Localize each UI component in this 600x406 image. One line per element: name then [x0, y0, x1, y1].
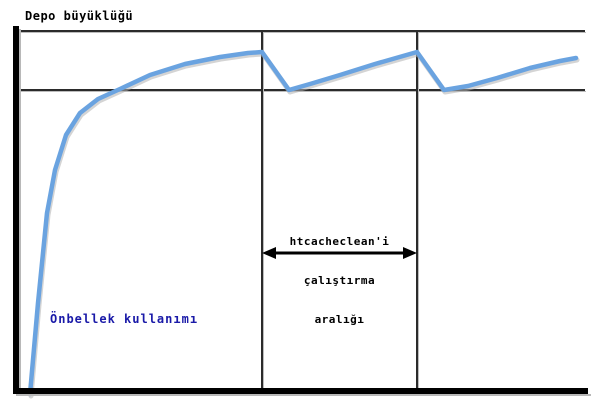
interval-label-line-3: aralığı	[314, 313, 365, 326]
reference-line-max-size-shadow	[18, 32, 586, 33]
cache-usage-label: Önbellek kullanımı	[50, 312, 199, 326]
y-axis-title: Depo büyüklüğü	[25, 9, 134, 23]
reference-line-max-size	[17, 30, 585, 32]
interval-label-line-1: htcacheclean'i	[289, 235, 390, 248]
y-axis	[13, 26, 19, 394]
clean-run-line-2-shadow	[418, 33, 419, 389]
y-axis-shadow	[19, 29, 21, 395]
interval-label: htcacheclean'i çalıştırma aralığı	[262, 209, 417, 352]
x-axis	[13, 388, 588, 394]
reference-line-target-size-shadow	[18, 91, 586, 92]
interval-label-line-2: çalıştırma	[303, 274, 376, 287]
x-axis-shadow	[16, 394, 591, 396]
